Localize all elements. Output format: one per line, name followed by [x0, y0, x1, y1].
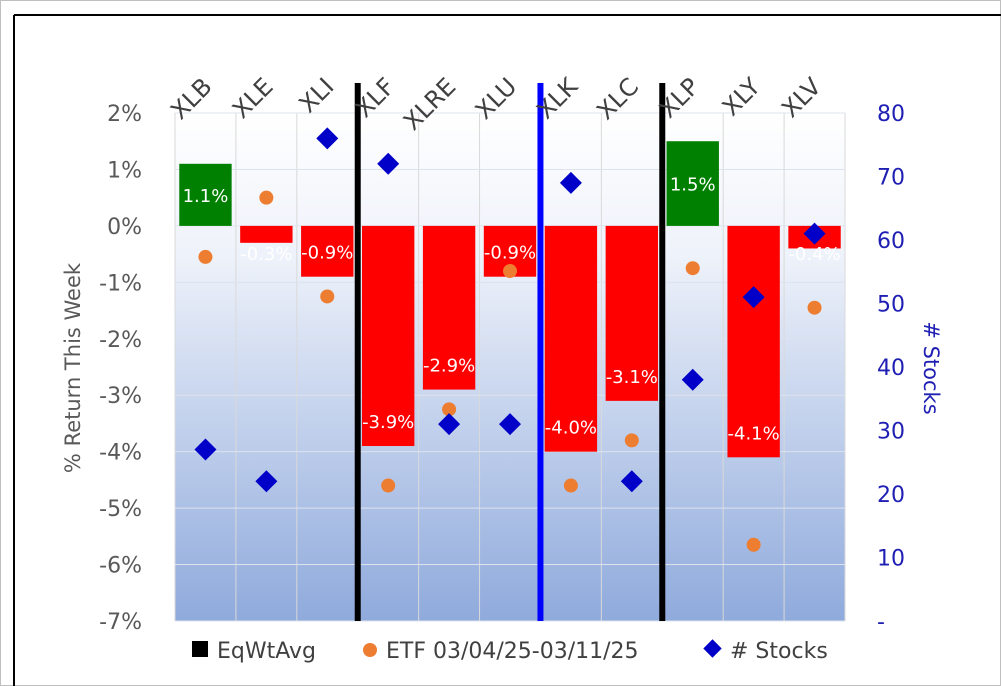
stock-count-point [499, 413, 521, 436]
right-tick-label: - [877, 610, 885, 635]
left-tick-label: -7% [99, 610, 142, 635]
legend-eqwtavg-label: EqWtAvg [217, 639, 316, 664]
left-tick-label: -5% [99, 497, 142, 522]
left-tick-label: 1% [107, 158, 142, 183]
left-tick-label: -3% [99, 384, 142, 409]
stock-count-points [194, 127, 826, 493]
left-tick-label: 0% [107, 215, 142, 240]
bar-data-label: -4.1% [728, 423, 780, 444]
bar [666, 141, 719, 226]
bar-data-labels: 1.1% -0.3% -0.9% -3.9% -2.9% -0.9% -4.0% -3.1% 1… [183, 175, 841, 445]
bar-data-label: 1.5% [670, 175, 716, 196]
bar [544, 225, 598, 452]
etf-point [563, 478, 578, 493]
bar [301, 225, 354, 277]
bar [727, 225, 780, 458]
left-axis-title: % Return This Week [61, 262, 85, 473]
bar-data-label: -2.9% [423, 356, 475, 377]
etf-point [320, 289, 335, 304]
right-axis-title: # Stocks [919, 321, 943, 414]
etf-point [259, 190, 274, 205]
etf-point [503, 264, 517, 279]
bar-data-label: -0.9% [301, 243, 353, 264]
etf-point [442, 402, 457, 417]
left-tick-label: 2% [107, 102, 142, 127]
etf-point [807, 300, 822, 315]
bar [179, 163, 232, 226]
legend-etf-label: ETF 03/04/25-03/11/25 [386, 639, 639, 664]
left-tick-label: -2% [99, 328, 142, 353]
left-tick-label: -1% [99, 271, 142, 296]
right-tick-label: 10 [877, 547, 905, 572]
right-tick-label: 40 [877, 356, 905, 381]
stock-count-point [803, 222, 826, 245]
left-axis-ticks: 2% 1% 0% -1% -2% -3% -4% -5% -6% -7% [99, 102, 142, 635]
stock-count-point [620, 470, 643, 493]
stock-count-point [559, 171, 582, 194]
left-tick-label: -6% [99, 554, 142, 579]
etf-point [624, 433, 639, 448]
bar [422, 225, 476, 390]
bar [240, 225, 293, 243]
right-tick-label: 50 [877, 293, 905, 318]
stock-count-point [316, 127, 339, 150]
stock-count-point [438, 413, 461, 436]
legend: EqWtAvg ETF 03/04/25-03/11/25 # Stocks [192, 639, 828, 664]
stock-count-point [742, 286, 765, 309]
stock-count-point [194, 438, 217, 461]
etf-point [685, 261, 700, 276]
bar-data-label: -0.4% [788, 244, 840, 265]
stock-count-point [681, 368, 704, 391]
legend-stocks-marker [703, 639, 722, 658]
legend-eqwtavg-swatch [192, 641, 208, 657]
legend-stocks-label: # Stocks [730, 639, 828, 664]
etf-point [746, 537, 761, 552]
stock-count-point [255, 470, 278, 493]
legend-etf-marker [363, 643, 377, 657]
bar-data-label: -4.0% [545, 418, 597, 439]
etf-point [198, 249, 213, 264]
left-tick-label: -4% [99, 441, 142, 466]
right-tick-label: 70 [877, 166, 905, 191]
bar-data-label: -0.3% [240, 244, 292, 265]
etf-point [381, 478, 396, 493]
right-tick-label: 20 [877, 483, 905, 508]
right-tick-label: 60 [877, 229, 905, 254]
bar [605, 225, 659, 401]
sector-dividers [354, 83, 666, 621]
bar-data-label: -3.1% [606, 367, 658, 388]
etf-points [198, 190, 822, 552]
bar-data-label: -0.9% [484, 243, 536, 264]
right-tick-label: 30 [877, 420, 905, 445]
right-axis-ticks: 80 70 60 50 40 30 20 10 - [877, 102, 905, 635]
bar [361, 225, 415, 447]
bar-data-label: 1.1% [183, 186, 229, 207]
right-tick-label: 80 [877, 102, 905, 127]
stock-count-point [377, 152, 400, 175]
bar-data-label: -3.9% [362, 412, 414, 433]
